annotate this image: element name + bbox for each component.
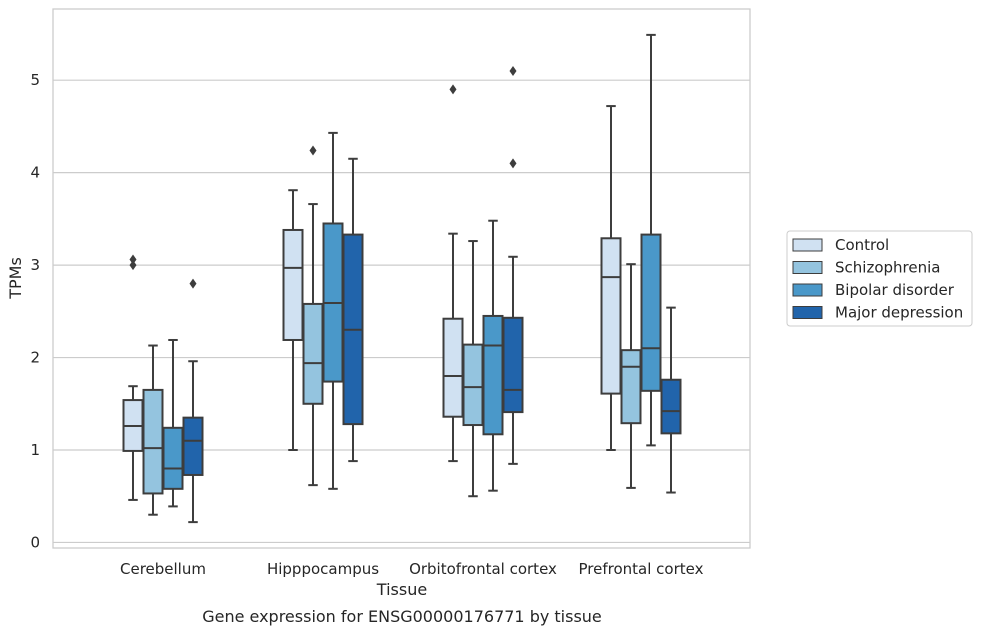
box-iqr	[302, 302, 324, 405]
box-iqr	[600, 237, 622, 395]
outlier-point	[129, 254, 137, 265]
outlier-point	[509, 158, 517, 169]
box	[640, 33, 662, 447]
box	[660, 306, 682, 494]
y-axis-label: TPMs	[6, 257, 25, 300]
box	[482, 219, 504, 492]
box-iqr	[620, 349, 642, 425]
box	[620, 263, 642, 489]
x-tick-label: Orbitofrontal cortex	[409, 560, 557, 578]
legend-swatch	[792, 283, 823, 297]
outlier-point	[309, 145, 317, 156]
box-iqr	[282, 228, 304, 341]
x-tick-label: Hipppocampus	[267, 560, 379, 578]
box	[302, 145, 324, 487]
legend-label: Control	[835, 236, 889, 254]
legend-frame	[786, 230, 973, 327]
x-tick-label: Prefrontal cortex	[579, 560, 704, 578]
legend-label: Schizophrenia	[835, 259, 940, 277]
box-iqr	[142, 388, 164, 495]
box	[282, 189, 304, 451]
legend-label: Major depression	[835, 304, 963, 322]
box	[600, 105, 622, 451]
box-iqr	[640, 233, 662, 392]
box	[142, 344, 164, 516]
series-bipolar-disorder	[162, 33, 662, 508]
plot-frame	[52, 8, 751, 549]
outlier-point	[449, 84, 457, 95]
x-tick-labels: Cerebellum Hipppocampus Orbitofrontal cort…	[120, 560, 704, 578]
box-iqr	[182, 416, 204, 476]
box	[502, 65, 524, 465]
box	[342, 157, 364, 463]
box	[182, 278, 204, 524]
box-iqr	[660, 378, 682, 435]
legend: Control Schizophrenia Bipolar disorder Majo…	[786, 230, 973, 327]
y-tick-labels: 0 1 2 3 4 5	[30, 71, 40, 551]
series-major-depression	[182, 65, 682, 524]
y-tick-label: 3	[30, 256, 40, 274]
chart-caption: Gene expression for ENSG00000176771 by t…	[202, 607, 602, 626]
y-tick-label: 4	[30, 164, 40, 182]
box	[442, 84, 464, 463]
box-iqr	[482, 314, 504, 436]
y-tick-label: 2	[30, 349, 40, 367]
box-iqr	[442, 317, 464, 418]
x-axis-label: Tissue	[376, 580, 427, 599]
series-schizophrenia	[142, 145, 642, 516]
legend-swatch	[792, 261, 823, 274]
legend-swatch	[792, 238, 823, 252]
outlier-point	[509, 65, 517, 76]
box-iqr	[502, 316, 524, 414]
y-tick-label: 0	[30, 533, 40, 551]
y-tick-label: 5	[30, 71, 40, 89]
legend-swatch	[792, 306, 823, 319]
box-iqr	[162, 426, 184, 490]
series-control	[122, 84, 622, 501]
y-tick-label: 1	[30, 441, 40, 459]
box	[162, 338, 184, 508]
box-plot-series	[122, 33, 682, 524]
box-iqr	[462, 343, 484, 427]
x-tick-label: Cerebellum	[120, 560, 206, 578]
box	[122, 254, 144, 501]
legend-label: Bipolar disorder	[835, 281, 955, 299]
outlier-point	[189, 278, 197, 289]
box	[322, 131, 344, 490]
box	[462, 240, 484, 498]
outlier-point	[129, 260, 137, 271]
